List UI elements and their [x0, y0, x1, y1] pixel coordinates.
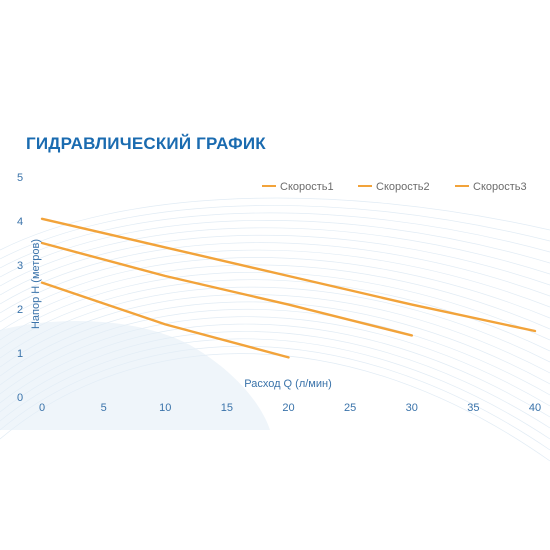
series-line-2	[40, 241, 413, 337]
legend-label: Скорость1	[280, 181, 334, 193]
legend-label: Скорость2	[376, 181, 430, 193]
x-tick-label: 40	[529, 402, 541, 414]
x-tick-label: 5	[101, 402, 107, 414]
chart-title: ГИДРАВЛИЧЕСКИЙ ГРАФИК	[26, 134, 266, 153]
y-tick-label: 1	[17, 348, 23, 360]
x-tick-label: 15	[221, 402, 233, 414]
x-tick-label: 35	[467, 402, 479, 414]
x-tick-label: 30	[406, 402, 418, 414]
series-line-1	[40, 281, 290, 359]
series-line-3	[40, 217, 537, 333]
legend-label: Скорость3	[473, 181, 527, 193]
y-tick-label: 3	[17, 260, 23, 272]
x-tick-label: 10	[159, 402, 171, 414]
x-tick-label: 25	[344, 402, 356, 414]
y-tick-label: 4	[17, 216, 23, 228]
x-axis-label: Расход Q (л/мин)	[244, 378, 332, 390]
y-tick-label: 5	[17, 172, 23, 184]
y-axis-label: Напор H (метров)	[30, 239, 42, 329]
x-tick-label: 0	[39, 402, 45, 414]
x-tick-label: 20	[282, 402, 294, 414]
y-tick-label: 2	[17, 304, 23, 316]
y-tick-label: 0	[17, 392, 23, 404]
